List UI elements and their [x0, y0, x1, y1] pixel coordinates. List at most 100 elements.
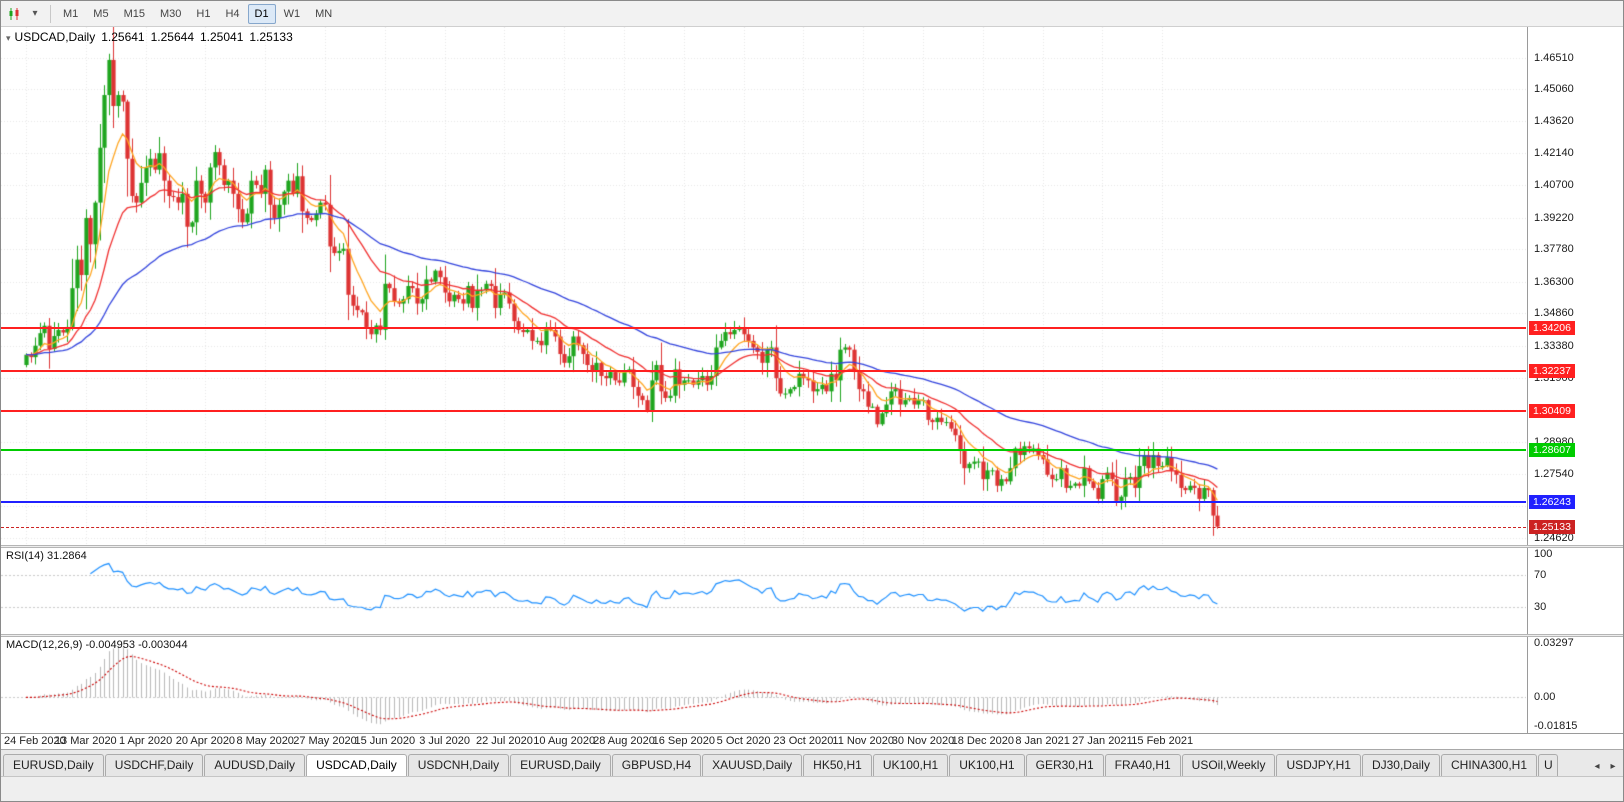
chart-tab-fra40[interactable]: FRA40,H1: [1104, 754, 1181, 776]
timeframe-button-d1[interactable]: D1: [247, 3, 276, 24]
macd-label: MACD(12,26,9) -0.004953 -0.003044: [6, 639, 188, 651]
rsi-tick-label: 70: [1534, 569, 1547, 582]
macd-canvas[interactable]: [1, 637, 1526, 733]
price-tick-label: 1.43620: [1534, 114, 1574, 127]
price-level-badge: 1.30409: [1529, 403, 1575, 418]
candlestick-chart-icon[interactable]: [5, 4, 25, 24]
timeframe-button-m30[interactable]: M30: [159, 7, 182, 20]
ohlc-open: 1.25641: [101, 30, 145, 44]
chart-tab-gbpusd[interactable]: GBPUSD,H4: [611, 754, 702, 776]
date-label: 16 Sep 2020: [652, 735, 715, 747]
timeframe-button-h4[interactable]: H4: [225, 7, 240, 20]
price-tick-label: 1.27540: [1534, 467, 1574, 480]
date-label: 15 Feb 2021: [1131, 735, 1194, 747]
price-tick-label: 1.34860: [1534, 307, 1574, 320]
current-price-badge: 1.25133: [1529, 519, 1575, 534]
date-label: 3 Jul 2020: [419, 735, 470, 747]
macd-tick-label: -0.01815: [1534, 720, 1578, 732]
chart-tab-overflow[interactable]: U: [1538, 754, 1559, 776]
macd-panel: MACD(12,26,9) -0.004953 -0.003044 0.0329…: [1, 637, 1623, 733]
date-label: 27 Jan 2021: [1072, 735, 1133, 747]
price-tick-label: 1.33380: [1534, 339, 1574, 352]
date-label: 23 Oct 2020: [773, 735, 834, 747]
price-level-badge: 1.28607: [1529, 443, 1575, 458]
price-tick-label: 1.42140: [1534, 147, 1574, 160]
macd-tick-label: 0.00: [1534, 691, 1556, 704]
timeframe-button-w1[interactable]: W1: [283, 7, 301, 20]
horizontal-level-line[interactable]: [1, 326, 1526, 329]
panel-separator[interactable]: [1, 545, 1623, 548]
macd-scale[interactable]: 0.03297 0.00 -0.01815: [1527, 637, 1623, 733]
chart-type-dropdown-icon[interactable]: ▾: [32, 8, 38, 19]
date-label: 5 Oct 2020: [716, 735, 771, 747]
price-tick-label: 1.40700: [1534, 179, 1574, 192]
ohlc-close: 1.25133: [249, 30, 293, 44]
chart-tab-ger30[interactable]: GER30,H1: [1025, 754, 1104, 776]
timeframe-buttons-group: M1 M5 M15 M30 H1 H4 D1 W1 MN: [56, 3, 339, 24]
chart-tab-xauusd[interactable]: XAUUSD,Daily: [702, 754, 803, 776]
date-label: 1 Apr 2020: [118, 735, 173, 747]
horizontal-level-line[interactable]: [1, 409, 1526, 412]
panel-separator[interactable]: [1, 634, 1623, 637]
price-tick-label: 1.45060: [1534, 83, 1574, 96]
horizontal-level-line[interactable]: [1, 369, 1526, 372]
chart-tab-uk100[interactable]: UK100,H1: [872, 754, 949, 776]
timeframe-button-m15[interactable]: M15: [123, 7, 145, 20]
price-tick-label: 1.24620: [1534, 531, 1574, 544]
price-scale[interactable]: 1.46510 1.45060 1.43620 1.42140 1.40700 1.392…: [1527, 27, 1623, 545]
price-tick-label: 1.36300: [1534, 275, 1574, 288]
horizontal-level-line[interactable]: [1, 449, 1526, 452]
chart-tab-usoil[interactable]: USOil,Weekly: [1181, 754, 1276, 776]
price-chart-canvas[interactable]: [1, 27, 1526, 545]
chart-tab-eurusd[interactable]: EURUSD,Daily: [510, 754, 611, 776]
date-label: 8 May 2020: [236, 735, 294, 747]
date-label: 11 Nov 2020: [832, 735, 894, 747]
chart-area: ▾ USDCAD,Daily 1.25641 1.25644 1.25041 1.2513…: [1, 27, 1623, 749]
tabs-scroll-right-icon[interactable]: ▸: [1610, 760, 1616, 772]
date-label: 15 Jun 2020: [354, 735, 416, 747]
rsi-panel: RSI(14) 31.2864 100 70 30: [1, 548, 1623, 634]
time-axis[interactable]: 24 Feb 2020 13 Mar 2020 1 Apr 2020 20 Apr 2…: [1, 733, 1623, 749]
timeframe-button-m5[interactable]: M5: [93, 7, 109, 20]
chart-tab-audusd[interactable]: AUDUSD,Daily: [204, 754, 306, 776]
chart-tab-usdjpy[interactable]: USDJPY,H1: [1276, 754, 1361, 776]
rsi-canvas[interactable]: [1, 548, 1526, 634]
chart-title: ▾ USDCAD,Daily 1.25641 1.25644 1.25041 1.2513…: [6, 30, 299, 44]
chart-tab-usdcad[interactable]: USDCAD,Daily: [306, 754, 407, 776]
chart-tab-dj30[interactable]: DJ30,Daily: [1361, 754, 1440, 776]
tabs-scroll-left-icon[interactable]: ◂: [1594, 760, 1600, 772]
chart-tabs-bar: EURUSD,Daily USDCHF,Daily AUDUSD,Daily USDC…: [1, 749, 1623, 776]
date-label: 13 Mar 2020: [54, 735, 117, 747]
date-label: 20 Apr 2020: [175, 735, 236, 747]
current-price-line: [1, 526, 1526, 528]
price-level-badge: 1.32237: [1529, 363, 1575, 378]
date-label: 22 Jul 2020: [475, 735, 533, 747]
status-bar: [1, 776, 1623, 801]
chart-tab-hk50[interactable]: HK50,H1: [803, 754, 872, 776]
chart-menu-icon[interactable]: ▾: [6, 33, 11, 43]
date-label: 18 Dec 2020: [951, 735, 1014, 747]
date-label: 27 May 2020: [293, 735, 357, 747]
price-tick-label: 1.39220: [1534, 211, 1574, 224]
date-label: 24 Feb 2020: [4, 735, 66, 747]
chart-tab-eurusd[interactable]: EURUSD,Daily: [3, 754, 104, 776]
ohlc-low: 1.25041: [200, 30, 244, 44]
price-level-badge: 1.34206: [1529, 320, 1575, 335]
timeframe-button-h1[interactable]: H1: [196, 7, 211, 20]
date-label: 28 Aug 2020: [593, 735, 655, 747]
timeframe-button-mn[interactable]: MN: [315, 7, 333, 20]
macd-tick-label: 0.03297: [1534, 637, 1574, 649]
chart-tab-usdchf[interactable]: USDCHF,Daily: [104, 754, 204, 776]
chart-tab-china300[interactable]: CHINA300,H1: [1440, 754, 1538, 776]
chart-tab-usdcnh[interactable]: USDCNH,Daily: [407, 754, 510, 776]
date-label: 8 Jan 2021: [1015, 735, 1070, 747]
timeframe-button-m1[interactable]: M1: [63, 7, 79, 20]
rsi-scale[interactable]: 100 70 30: [1527, 548, 1623, 634]
rsi-label: RSI(14) 31.2864: [6, 550, 87, 562]
chart-tab-uk100[interactable]: UK100,H1: [949, 754, 1025, 776]
horizontal-level-line[interactable]: [1, 501, 1526, 504]
price-chart-panel: ▾ USDCAD,Daily 1.25641 1.25644 1.25041 1.2513…: [1, 27, 1623, 545]
price-level-badge: 1.26243: [1529, 495, 1575, 510]
ohlc-high: 1.25644: [150, 30, 194, 44]
